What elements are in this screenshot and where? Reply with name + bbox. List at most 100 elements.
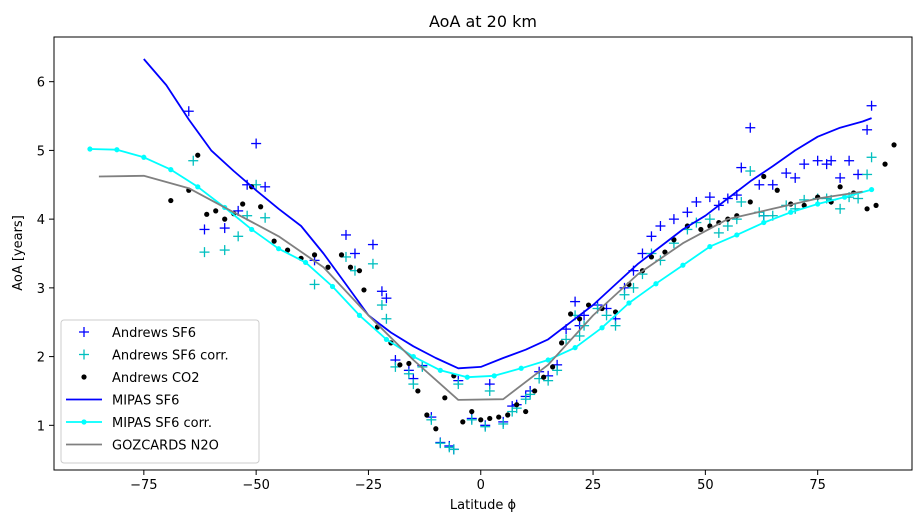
data-point (599, 325, 605, 331)
data-point (853, 193, 864, 204)
data-point (570, 296, 581, 307)
data-point (204, 211, 210, 217)
data-point (704, 192, 715, 203)
data-point (525, 389, 536, 400)
data-point (862, 124, 873, 135)
data-point (761, 173, 767, 180)
data-point (668, 214, 679, 225)
data-point (543, 375, 554, 386)
data-point (704, 214, 715, 225)
data-point (426, 414, 437, 425)
data-point (628, 282, 639, 293)
data-point (767, 179, 778, 190)
data-point (325, 264, 331, 270)
plot-area (53, 36, 913, 471)
data-point (853, 169, 864, 180)
data-point (188, 155, 199, 166)
data-point (213, 208, 219, 214)
data-point (815, 201, 821, 207)
data-point (168, 167, 174, 173)
legend-item: Andrews SF6 corr. (79, 349, 229, 364)
data-point (882, 161, 888, 167)
data-point (646, 231, 657, 242)
legend-label: MIPAS SF6 corr. (112, 416, 212, 431)
data-point (837, 184, 843, 190)
data-point (222, 216, 228, 222)
data-point (868, 186, 875, 193)
data-point (444, 442, 455, 453)
data-point (722, 221, 733, 232)
data-point (397, 362, 403, 368)
data-point (637, 248, 648, 259)
data-point (662, 249, 668, 255)
data-point (505, 412, 511, 418)
data-point (415, 388, 421, 394)
data-point (835, 172, 846, 183)
data-point (496, 414, 502, 420)
data-point (276, 246, 282, 252)
data-point (219, 245, 230, 256)
legend-label: Andrews SF6 (112, 326, 196, 341)
data-point (466, 414, 477, 425)
y-tick-label: 6 (37, 76, 45, 91)
data-point (498, 418, 509, 429)
data-point (271, 238, 277, 244)
legend-item: Andrews CO2 (81, 371, 200, 386)
data-point (866, 152, 877, 163)
data-point (403, 368, 414, 379)
data-point (801, 202, 807, 208)
data-point (435, 438, 446, 449)
data-point (329, 283, 336, 290)
data-point (682, 207, 693, 218)
data-point (199, 247, 210, 258)
data-point (284, 247, 291, 253)
data-point (464, 374, 470, 380)
data-point (453, 379, 464, 390)
data-point (195, 152, 201, 158)
data-point (691, 196, 702, 207)
y-tick-label: 5 (37, 144, 45, 159)
data-point (734, 232, 740, 238)
data-point (87, 146, 93, 152)
data-point (812, 155, 823, 166)
data-point (487, 415, 493, 422)
data-point (356, 312, 363, 318)
y-tick-label: 4 (37, 213, 45, 228)
data-point (567, 311, 574, 317)
data-point (873, 202, 879, 208)
data-point (576, 316, 583, 322)
data-point (655, 221, 666, 232)
data-point (114, 147, 120, 153)
data-point (376, 300, 387, 311)
data-point (356, 268, 363, 274)
legend-label: Andrews CO2 (112, 371, 200, 386)
series-layer (87, 58, 897, 455)
data-point (408, 379, 419, 390)
legend-marker (81, 419, 87, 425)
y-axis: 1 2 3 4 5 6 (37, 76, 54, 434)
data-point (626, 300, 632, 306)
data-point (788, 209, 794, 215)
data-point (195, 184, 201, 190)
x-axis: −75 −50 −25 0 25 50 75 (130, 470, 826, 493)
data-point (302, 259, 309, 266)
data-point (219, 223, 230, 234)
data-point (367, 258, 378, 269)
data-point (790, 172, 801, 183)
data-point (442, 395, 448, 401)
legend-item: MIPAS SF6 (66, 394, 179, 409)
series-3 (143, 58, 872, 370)
data-point (433, 426, 439, 432)
data-point (478, 417, 484, 423)
data-point (361, 287, 367, 293)
y-tick-label: 1 (37, 419, 45, 434)
data-point (864, 206, 870, 212)
data-point (523, 408, 529, 415)
data-point (774, 187, 780, 193)
data-point (736, 162, 747, 173)
data-point (680, 262, 686, 268)
x-tick-label: −25 (355, 478, 382, 493)
data-point (758, 210, 769, 221)
data-point (552, 365, 563, 376)
